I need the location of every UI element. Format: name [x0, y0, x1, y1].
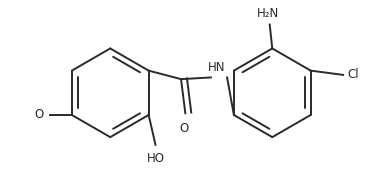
Text: H₂N: H₂N [257, 7, 279, 20]
Text: HO: HO [147, 152, 165, 165]
Text: O: O [34, 108, 44, 122]
Text: O: O [179, 122, 188, 135]
Text: HN: HN [208, 61, 226, 74]
Text: Cl: Cl [347, 68, 359, 81]
